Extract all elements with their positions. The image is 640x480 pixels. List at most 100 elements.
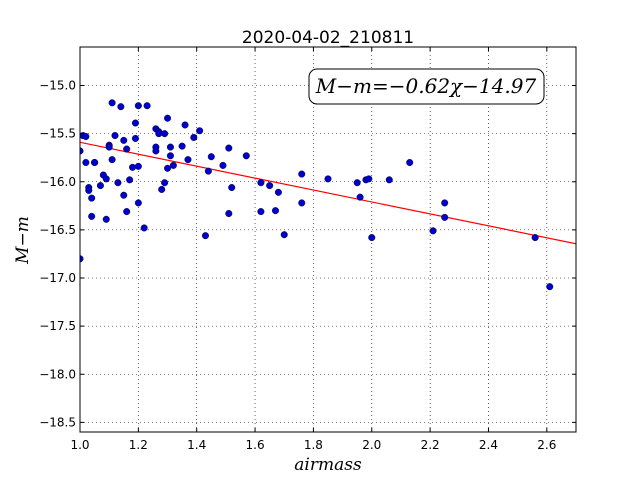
data-point (429, 227, 437, 235)
data-point (134, 199, 142, 207)
y-tick-label: −17.0 (39, 271, 76, 285)
data-point (196, 127, 204, 135)
data-point (114, 179, 122, 187)
data-point (204, 167, 212, 175)
data-point (274, 188, 282, 196)
data-point (441, 199, 449, 207)
data-point (353, 179, 361, 187)
data-point (111, 132, 119, 140)
x-axis-label: airmass (294, 455, 362, 475)
data-point (201, 232, 209, 240)
data-point (117, 103, 125, 111)
data-point (280, 231, 288, 239)
data-point (123, 208, 131, 216)
data-point (184, 156, 192, 164)
y-tick-label: −17.5 (39, 319, 76, 333)
plot-background (80, 47, 576, 432)
data-point (178, 142, 186, 150)
plot-area: 1.0 1.2 1.4 1.6 1.8 2.0 2.2 2.4 2.6 −15.0 −15.5 −16… (39, 46, 577, 452)
data-point (531, 234, 539, 242)
x-tick-label: 2.2 (421, 438, 440, 452)
data-point (134, 102, 142, 110)
data-point (140, 224, 148, 232)
data-point (155, 130, 163, 138)
x-tick-label: 1.2 (129, 438, 148, 452)
data-point (82, 158, 90, 166)
data-point (91, 158, 99, 166)
data-point (298, 170, 306, 178)
data-point (88, 212, 96, 220)
data-point (228, 184, 236, 192)
data-point (190, 133, 198, 141)
data-point (102, 215, 110, 223)
data-point (257, 179, 265, 187)
data-point (385, 176, 393, 184)
x-tick-label: 1.0 (70, 438, 89, 452)
data-point (108, 156, 116, 164)
data-point (88, 194, 96, 202)
data-point (546, 283, 554, 291)
data-point (164, 164, 172, 172)
chart-title: 2020-04-02_210811 (242, 28, 414, 48)
data-point (123, 145, 131, 153)
y-tick-label: −18.5 (39, 415, 76, 429)
fit-line (80, 141, 576, 245)
x-tick-label: 2.4 (479, 438, 498, 452)
data-point (257, 208, 265, 216)
fit-equation: M−m=−0.62χ−14.97 (315, 74, 537, 98)
data-point (120, 191, 128, 199)
data-point (152, 147, 160, 155)
data-point (80, 255, 84, 263)
data-point (181, 121, 189, 129)
data-point (368, 234, 376, 242)
data-point (406, 158, 414, 166)
x-tick-label: 1.4 (187, 438, 206, 452)
axes-frame (79, 46, 577, 433)
data-point (164, 114, 172, 122)
data-point (225, 144, 233, 152)
y-tick-label: −15.0 (39, 79, 76, 93)
y-tick-label: −16.0 (39, 175, 76, 189)
data-point (271, 207, 279, 215)
data-point (129, 163, 137, 171)
data-point (166, 143, 174, 151)
data-point (207, 153, 215, 161)
data-point (161, 130, 169, 138)
y-tick-label: −16.5 (39, 223, 76, 237)
data-point (102, 175, 110, 183)
data-point (298, 199, 306, 207)
data-point (105, 143, 113, 151)
data-point (441, 213, 449, 221)
data-point (80, 147, 84, 155)
data-point (225, 210, 233, 218)
y-tick-label: −18.0 (39, 367, 76, 381)
annotation-box (308, 68, 545, 105)
data-point (169, 161, 177, 169)
data-point (161, 179, 169, 187)
data-point (82, 133, 90, 141)
data-point (219, 161, 227, 169)
data-point (242, 152, 250, 160)
data-point (108, 99, 116, 107)
y-tick-label: −15.5 (39, 127, 76, 141)
data-point (266, 182, 274, 190)
data-point (120, 136, 128, 144)
x-tick-label: 1.6 (246, 438, 265, 452)
data-point (166, 152, 174, 160)
data-point (96, 182, 104, 190)
data-point (356, 193, 364, 201)
data-point (85, 186, 93, 194)
y-axis-label: M−m (13, 216, 33, 265)
x-tick-label: 1.8 (304, 438, 323, 452)
data-point (131, 134, 139, 142)
data-point (131, 119, 139, 127)
data-point (134, 162, 142, 170)
data-point (126, 176, 134, 184)
data-point (158, 185, 166, 193)
data-point (324, 175, 332, 183)
x-tick-label: 2.6 (537, 438, 556, 452)
data-point (365, 175, 373, 183)
data-point (143, 102, 151, 110)
x-tick-label: 2.0 (362, 438, 381, 452)
